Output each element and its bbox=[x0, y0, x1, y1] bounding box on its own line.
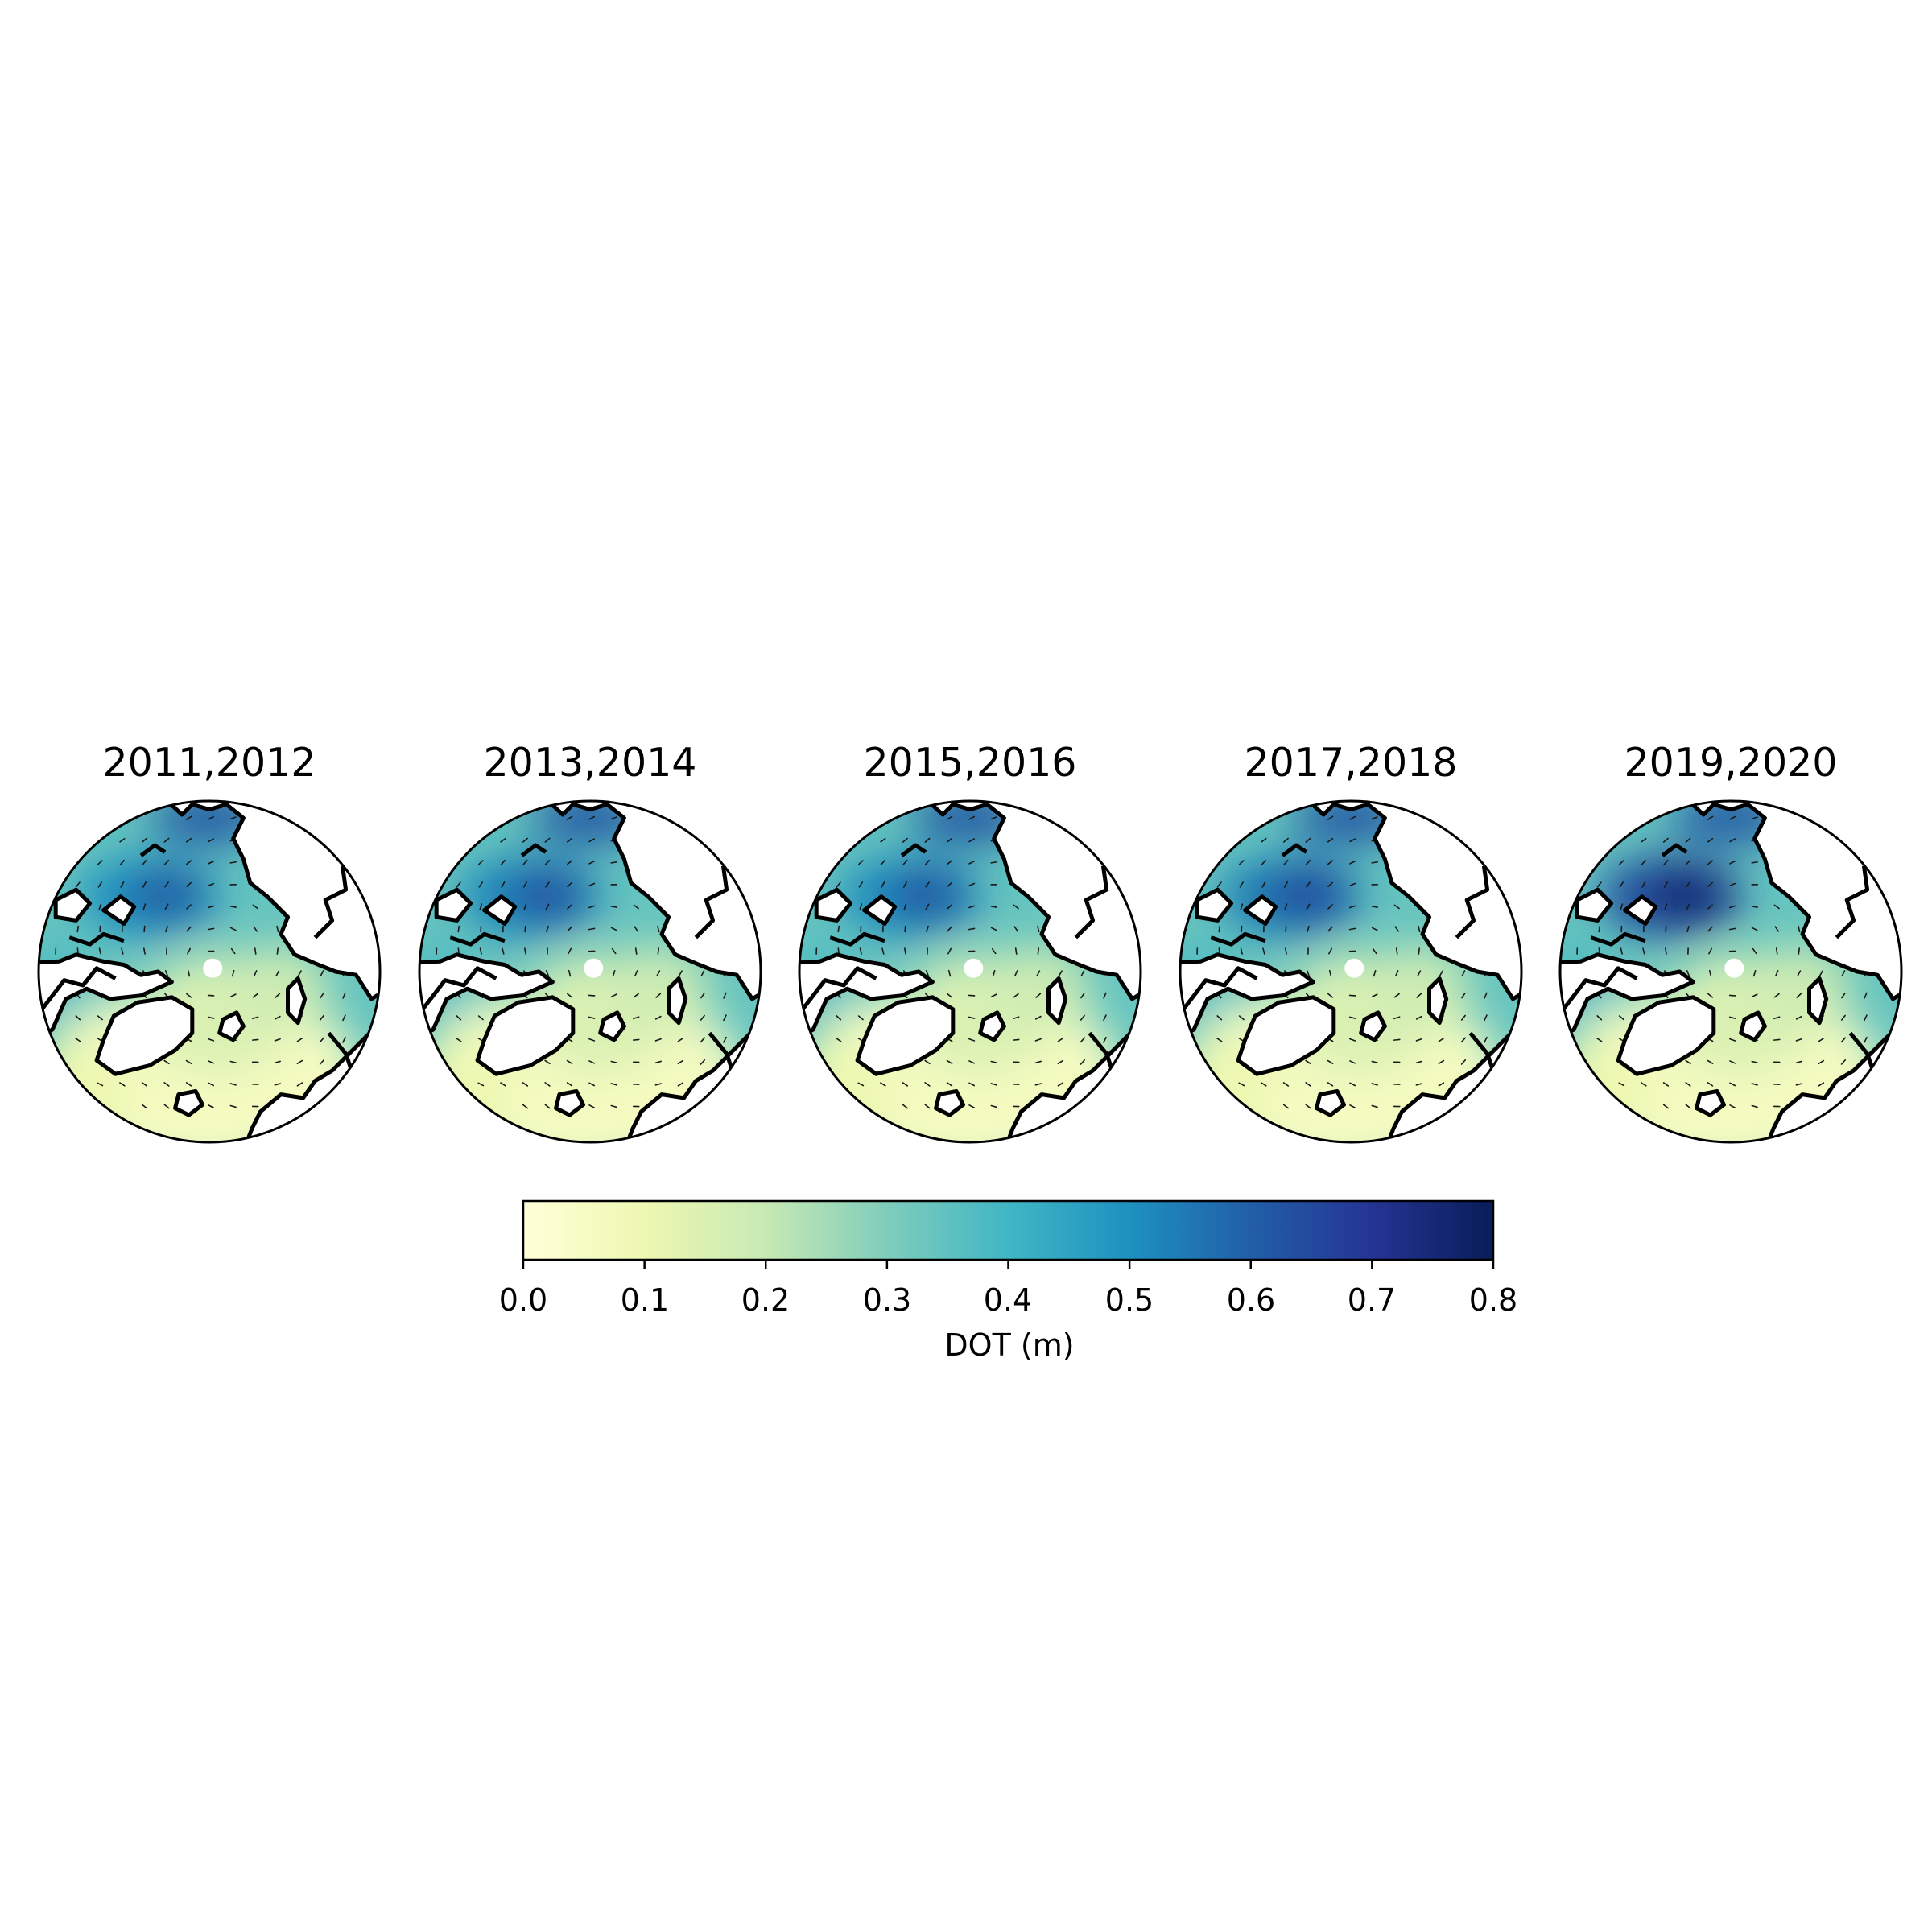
pole-hole bbox=[964, 958, 984, 978]
map-panel bbox=[37, 799, 382, 1144]
map-boundary bbox=[418, 799, 762, 1144]
panel-title-1: 2011,2012 bbox=[102, 740, 316, 786]
colorbar-label: DOT (m) bbox=[944, 1327, 1075, 1363]
colorbar-tick-4: 0.4 bbox=[983, 1282, 1033, 1318]
colorbar-tick-7: 0.7 bbox=[1347, 1282, 1397, 1318]
map-boundary bbox=[1179, 799, 1523, 1144]
colorbar-tick-8: 0.8 bbox=[1468, 1282, 1518, 1318]
dot-anomaly bbox=[1267, 869, 1349, 921]
map-panel bbox=[1558, 799, 1903, 1144]
dot-anomaly bbox=[886, 869, 968, 921]
map-panel bbox=[1179, 799, 1523, 1144]
map-panel bbox=[418, 799, 762, 1144]
dot-anomaly bbox=[506, 869, 588, 921]
pole-hole bbox=[584, 958, 604, 978]
panel-title-4: 2017,2018 bbox=[1244, 740, 1458, 786]
panel-title-2: 2013,2014 bbox=[483, 740, 697, 786]
map-boundary bbox=[1558, 799, 1903, 1144]
colorbar bbox=[522, 1199, 1495, 1261]
coastline bbox=[1182, 843, 1496, 1075]
map-boundary bbox=[37, 799, 382, 1144]
panel-title-3: 2015,2016 bbox=[863, 740, 1077, 786]
colorbar-tick-0: 0.0 bbox=[498, 1282, 548, 1318]
colorbar-tick-6: 0.6 bbox=[1226, 1282, 1276, 1318]
colorbar-tick-3: 0.3 bbox=[862, 1282, 912, 1318]
dot-anomaly bbox=[1647, 869, 1729, 921]
map-panel bbox=[798, 799, 1142, 1144]
pole-hole bbox=[203, 958, 223, 978]
colorbar-tick-5: 0.5 bbox=[1104, 1282, 1154, 1318]
map-boundary bbox=[798, 799, 1142, 1144]
dot-anomaly bbox=[126, 869, 208, 921]
pole-hole bbox=[1724, 958, 1744, 978]
colorbar-ticks bbox=[522, 1260, 1495, 1269]
colorbar-tick-1: 0.1 bbox=[620, 1282, 670, 1318]
pole-hole bbox=[1344, 958, 1364, 978]
panel-title-5: 2019,2020 bbox=[1624, 740, 1838, 786]
colorbar-tick-2: 0.2 bbox=[741, 1282, 791, 1318]
